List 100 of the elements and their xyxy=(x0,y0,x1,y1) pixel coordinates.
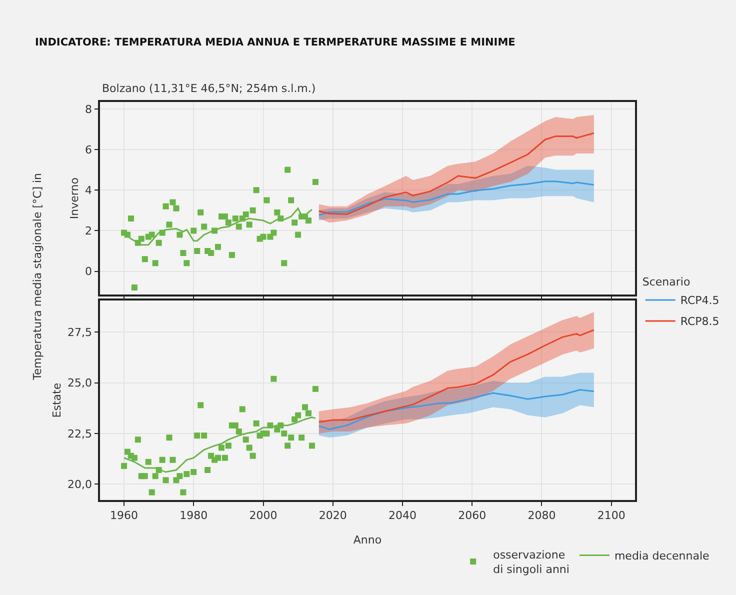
point xyxy=(194,432,200,439)
point xyxy=(162,203,169,210)
point xyxy=(225,442,232,449)
point xyxy=(166,434,172,441)
point xyxy=(201,224,208,230)
chart-subtitle: Bolzano (11,31°E 46,5°N; 254m s.l.m.) xyxy=(102,82,316,95)
point xyxy=(170,199,176,206)
point xyxy=(166,222,172,228)
point xyxy=(288,434,294,441)
point xyxy=(131,284,138,291)
point xyxy=(288,197,294,204)
point xyxy=(222,213,228,220)
point xyxy=(302,404,308,410)
point xyxy=(292,220,298,226)
point xyxy=(148,232,155,238)
point xyxy=(138,236,144,242)
point xyxy=(264,197,270,204)
point xyxy=(222,454,228,461)
point xyxy=(270,230,277,236)
y-tick-label: 20,0 xyxy=(68,478,92,492)
point xyxy=(198,402,204,408)
point xyxy=(173,205,180,212)
point xyxy=(190,469,197,476)
point xyxy=(246,222,252,228)
point xyxy=(176,473,183,480)
point xyxy=(121,462,128,469)
point xyxy=(284,166,291,173)
point xyxy=(159,456,166,463)
point xyxy=(204,467,211,474)
point xyxy=(145,458,152,465)
y-tick-label: 25,0 xyxy=(68,376,92,390)
x-tick-label: 1960 xyxy=(110,508,138,522)
legend-title: Scenario xyxy=(642,275,690,288)
point xyxy=(156,240,162,246)
point xyxy=(198,209,204,216)
legend-label: osservazione di singoli anni xyxy=(493,548,570,576)
x-tick-label: 2040 xyxy=(388,508,416,522)
x-tick-label: 2060 xyxy=(458,508,486,522)
y-tick-label: 0 xyxy=(85,265,92,278)
point xyxy=(306,410,312,416)
y-axis-title: Estate xyxy=(50,382,64,418)
point xyxy=(184,260,190,266)
point xyxy=(142,473,148,480)
point xyxy=(128,216,134,222)
y-tick-label: 2 xyxy=(85,224,92,238)
point xyxy=(225,220,232,226)
chart-title: INDICATORE: TEMPERATURA MEDIA ANNUA E TERMPERATURE MASSIME E MINIME xyxy=(35,36,516,49)
x-tick-label: 2000 xyxy=(249,508,278,522)
point xyxy=(184,471,190,478)
point xyxy=(264,430,270,437)
point xyxy=(190,228,197,234)
point xyxy=(308,442,315,449)
point xyxy=(260,234,266,240)
point xyxy=(148,489,155,496)
y-tick-label: 4 xyxy=(85,184,92,197)
point xyxy=(218,444,224,451)
y-tick-label: 8 xyxy=(85,102,92,116)
point xyxy=(152,473,158,480)
point xyxy=(281,430,288,437)
point xyxy=(242,436,249,443)
line-series xyxy=(318,389,595,430)
point xyxy=(239,406,246,412)
point xyxy=(215,244,221,250)
point xyxy=(284,442,291,449)
point xyxy=(208,250,214,256)
point xyxy=(236,224,242,230)
y-tick-label: 22,5 xyxy=(68,427,92,440)
text: Temperatura media stagionale [°C] in xyxy=(30,172,44,381)
x-tick-label: 2020 xyxy=(318,508,347,522)
point xyxy=(250,452,256,459)
point xyxy=(306,218,312,224)
point xyxy=(180,250,186,256)
point xyxy=(274,209,280,216)
point xyxy=(176,232,183,238)
point xyxy=(228,252,235,258)
point xyxy=(242,211,249,218)
line-series xyxy=(318,180,595,216)
point xyxy=(194,248,200,254)
point xyxy=(236,428,242,435)
x-axis-title: Anno xyxy=(353,534,382,547)
y-axis-title: Inverno xyxy=(68,177,82,220)
point xyxy=(215,454,221,461)
legend-label: RCP8.5 xyxy=(680,315,720,328)
point xyxy=(232,422,238,428)
point xyxy=(270,376,277,382)
point xyxy=(281,260,288,266)
point xyxy=(295,232,302,238)
point xyxy=(312,386,318,392)
point xyxy=(253,187,260,194)
point xyxy=(142,256,148,262)
point xyxy=(253,420,260,426)
point xyxy=(201,432,208,439)
x-tick-label: 2100 xyxy=(597,508,626,522)
line-series xyxy=(318,329,595,423)
y-tick-label: 6 xyxy=(85,143,92,156)
point xyxy=(250,207,256,214)
point xyxy=(298,434,305,441)
line-series xyxy=(318,132,595,215)
point xyxy=(312,178,318,185)
point xyxy=(232,216,238,222)
